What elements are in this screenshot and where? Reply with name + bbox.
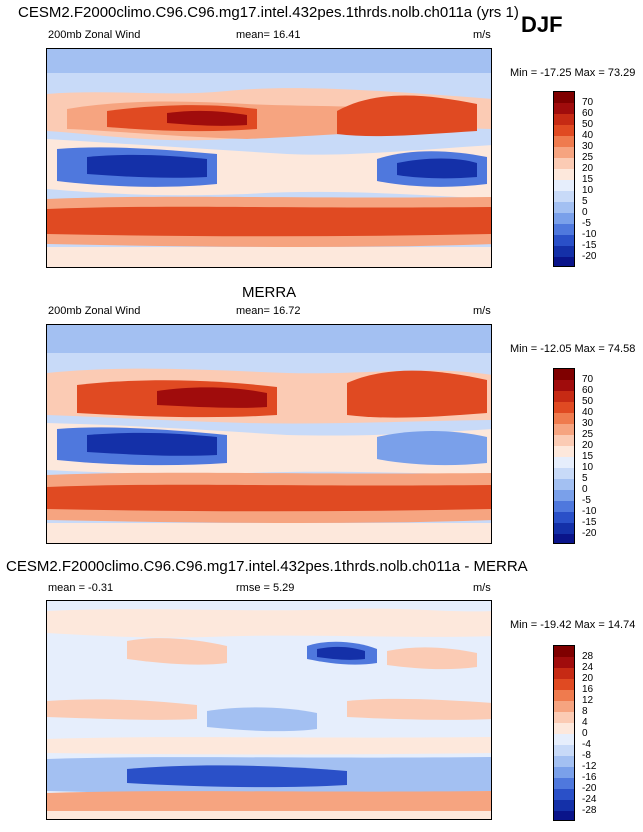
- panel3-rmse: rmse = 5.29: [236, 582, 294, 594]
- panel2-colorbar: [553, 368, 575, 544]
- panel3-cbar-label: 24: [582, 662, 594, 673]
- panel2-title: MERRA: [242, 284, 297, 301]
- panel3-cbar-label: -24: [582, 794, 597, 805]
- panel3-title: CESM2.F2000climo.C96.C96.mg17.intel.432p…: [6, 558, 528, 575]
- panel1-title: CESM2.F2000climo.C96.C96.mg17.intel.432p…: [18, 4, 519, 21]
- panel1-map-field: [47, 49, 491, 267]
- panel3-mean: mean = -0.31: [48, 582, 114, 594]
- panel3-cbar-label: 20: [582, 673, 594, 684]
- panel2-cbar-label: 15: [582, 451, 594, 462]
- panel3-cbar-label: -28: [582, 805, 597, 816]
- panel3-cbar-label: 8: [582, 706, 588, 717]
- panel3-map-field: [47, 601, 491, 819]
- panel3-rmse-label: rmse =: [236, 582, 270, 594]
- panel1-cbar-label: 60: [582, 108, 594, 119]
- panel2-mean-label: mean=: [236, 305, 270, 317]
- panel2-cbar-label: 10: [582, 462, 594, 473]
- panel1-cbar-label: 15: [582, 174, 594, 185]
- panel2-cbar-label: 40: [582, 407, 594, 418]
- panel2-variable: 200mb Zonal Wind: [48, 305, 141, 317]
- panel3-minmax: Min = -19.42 Max = 14.74: [510, 619, 636, 631]
- panel3-cbar-label: 12: [582, 695, 594, 706]
- panel2-cbar-label: 0: [582, 484, 588, 495]
- panel2-cbar-label: 20: [582, 440, 594, 451]
- panel1-cbar-label: 0: [582, 207, 588, 218]
- panel1-cbar-label: -5: [582, 218, 591, 229]
- panel2-cbar-label: -20: [582, 528, 597, 539]
- panel1-colorbar: [553, 91, 575, 267]
- panel1-map: [46, 48, 492, 268]
- panel2-cbar-label: 30: [582, 418, 594, 429]
- panel3-cbar-label: -20: [582, 783, 597, 794]
- panel3-cbar-label: -12: [582, 761, 597, 772]
- panel1-units: m/s: [473, 29, 491, 41]
- panel1-variable: 200mb Zonal Wind: [48, 29, 141, 41]
- panel3-map: [46, 600, 492, 820]
- season-label: DJF: [521, 12, 563, 37]
- panel2-cbar-label: -5: [582, 495, 591, 506]
- panel3-cbar-label: -16: [582, 772, 597, 783]
- panel1-mean: mean= 16.41: [236, 29, 301, 41]
- panel1-cbar-label: -20: [582, 251, 597, 262]
- panel2-mean: mean= 16.72: [236, 305, 301, 317]
- panel1-cbar-label: -10: [582, 229, 597, 240]
- panel1-minmax: Min = -17.25 Max = 73.29: [510, 67, 636, 79]
- panel3-cbar-label: 4: [582, 717, 588, 728]
- panel2-map: [46, 324, 492, 544]
- panel1-cbar-label: 5: [582, 196, 588, 207]
- panel2-cbar-label: -15: [582, 517, 597, 528]
- panel3-cbar-label: -4: [582, 739, 591, 750]
- panel2-units: m/s: [473, 305, 491, 317]
- panel3-rmse-value: 5.29: [273, 582, 295, 594]
- panel3-cbar-label: 28: [582, 651, 594, 662]
- panel3-units: m/s: [473, 582, 491, 594]
- panel1-cbar-label: 70: [582, 97, 594, 108]
- panel1-cbar-label: 30: [582, 141, 594, 152]
- panel2-cbar-label: -10: [582, 506, 597, 517]
- panel1-cbar-label: 20: [582, 163, 594, 174]
- panel2-map-field: [47, 325, 491, 543]
- panel1-cbar-label: 10: [582, 185, 594, 196]
- panel1-cbar-label: -15: [582, 240, 597, 251]
- panel2-cbar-label: 60: [582, 385, 594, 396]
- panel2-cbar-label: 70: [582, 374, 594, 385]
- panel2-mean-value: 16.72: [273, 305, 301, 317]
- panel2-cbar-label: 50: [582, 396, 594, 407]
- panel1-cbar-label: 40: [582, 130, 594, 141]
- panel1-cbar-label: 25: [582, 152, 594, 163]
- panel1-mean-label: mean=: [236, 29, 270, 41]
- panel3-colorbar: [553, 645, 575, 821]
- panel2-cbar-label: 25: [582, 429, 594, 440]
- panel2-minmax: Min = -12.05 Max = 74.58: [510, 343, 636, 355]
- panel1-cbar-label: 50: [582, 119, 594, 130]
- panel2-cbar-label: 5: [582, 473, 588, 484]
- panel3-cbar-label: -8: [582, 750, 591, 761]
- panel1-mean-value: 16.41: [273, 29, 301, 41]
- panel3-cbar-label: 0: [582, 728, 588, 739]
- panel3-cbar-label: 16: [582, 684, 594, 695]
